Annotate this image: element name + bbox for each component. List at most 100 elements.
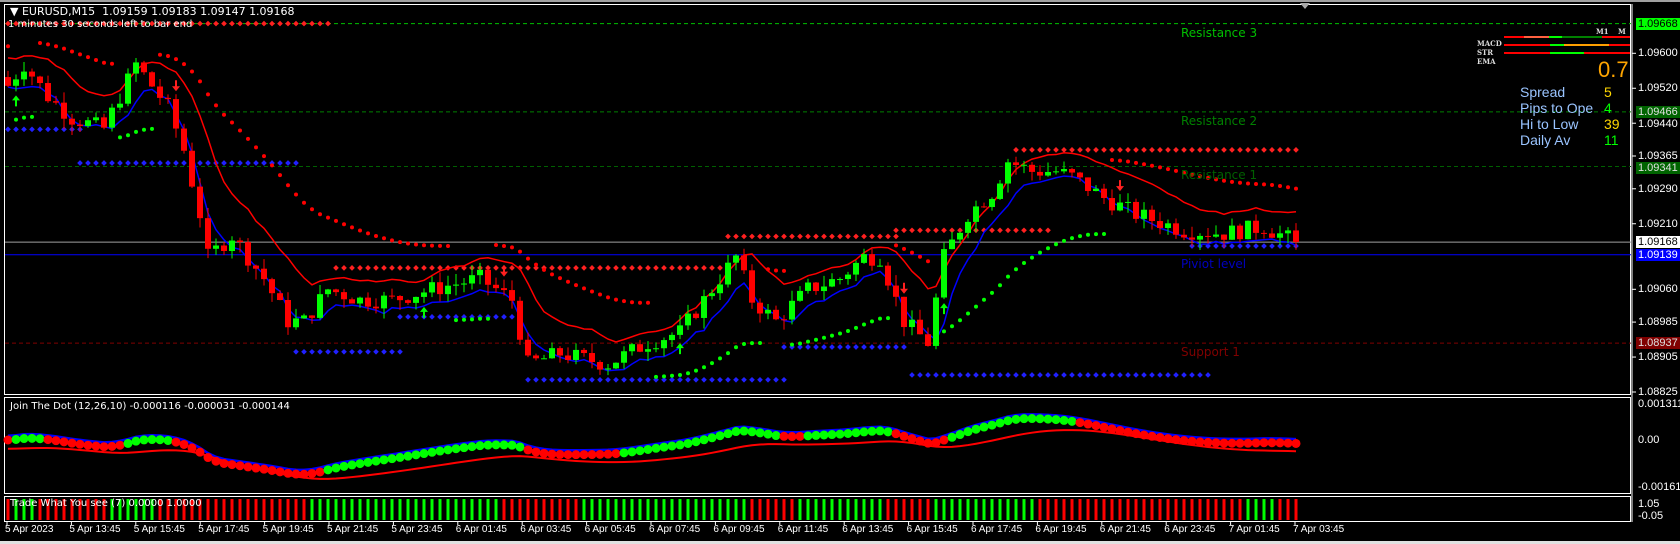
- resistance-dot: [397, 265, 403, 271]
- tw-bar: [414, 499, 418, 520]
- candle-body: [661, 340, 667, 349]
- macd-dot: [187, 443, 197, 453]
- trail-dot-red: [1166, 167, 1170, 172]
- candle-body: [917, 319, 923, 335]
- macd-dot: [1243, 438, 1253, 448]
- trail-dot-green: [1006, 274, 1010, 279]
- support-dot: [245, 160, 251, 166]
- candle-body: [293, 318, 299, 328]
- join-the-dot-pane[interactable]: [4, 397, 1631, 494]
- support-dot: [293, 160, 299, 166]
- candle-body: [997, 183, 1003, 199]
- level-label-4: Support 1: [1181, 345, 1240, 360]
- tw-bar: [838, 499, 842, 520]
- trail-dot-red: [1142, 162, 1146, 167]
- candle-body: [1173, 223, 1179, 235]
- tw-bar: [110, 499, 114, 520]
- chart-shift-marker-icon[interactable]: [1300, 3, 1310, 9]
- trail-dot-red: [1190, 172, 1194, 177]
- macd-dot: [387, 454, 397, 464]
- macd-dot: [1099, 422, 1109, 432]
- tw-bar: [430, 499, 434, 520]
- resistance-dot: [893, 227, 899, 234]
- candle-body: [877, 265, 883, 267]
- resistance-dot: [381, 265, 387, 271]
- trail-dot-red: [502, 243, 506, 248]
- macd-dot: [547, 449, 557, 459]
- resistance-dot: [389, 265, 395, 271]
- trail-dot-red: [94, 57, 98, 62]
- sell-arrow-icon: [172, 80, 180, 92]
- macd-dot: [11, 434, 21, 444]
- support-dot: [765, 376, 771, 383]
- macd-dot: [1027, 414, 1037, 424]
- trail-dot-green: [1094, 232, 1098, 237]
- resistance-dot: [557, 265, 563, 271]
- support-dot: [933, 372, 939, 378]
- macd-dot: [147, 435, 157, 445]
- tw-bar: [470, 499, 474, 520]
- resistance-dot: [1293, 147, 1299, 153]
- candle-body: [29, 71, 35, 77]
- macd-dot: [635, 446, 645, 456]
- mini-trend-bar: [1564, 44, 1609, 46]
- support-dot: [821, 344, 827, 350]
- candle-body: [565, 355, 571, 360]
- support-dot: [101, 160, 107, 166]
- support-dot: [957, 372, 963, 378]
- trail-dot-green: [454, 318, 458, 323]
- support-dot: [1029, 372, 1035, 378]
- support-dot: [53, 126, 59, 133]
- price-chart-pane[interactable]: [4, 4, 1631, 395]
- macd-dot: [395, 452, 405, 462]
- tw-bar: [558, 499, 562, 520]
- support-dot: [333, 348, 339, 355]
- resistance-dot: [1021, 147, 1027, 153]
- macd-dot: [83, 440, 93, 450]
- macd-dot: [123, 438, 133, 448]
- trail-dot-red: [398, 240, 402, 245]
- tw-bar: [1102, 499, 1106, 520]
- tw-bar: [1238, 499, 1242, 520]
- candle-body: [397, 296, 403, 301]
- triangle-down-icon[interactable]: ▼: [10, 5, 22, 18]
- resistance-dot: [805, 233, 811, 240]
- support-dot: [501, 314, 507, 320]
- macd-dot: [427, 447, 437, 457]
- tw-bar: [990, 499, 994, 520]
- tw-bar: [158, 499, 162, 520]
- trail-dot-red: [894, 243, 898, 248]
- candle-body: [925, 334, 931, 346]
- resistance-dot: [21, 20, 27, 27]
- tw-bar: [1166, 499, 1170, 520]
- tw-bar: [670, 499, 674, 520]
- candle-body: [317, 294, 323, 318]
- resistance-dot: [509, 265, 515, 271]
- candle-body: [1205, 235, 1211, 237]
- macd-dot: [907, 434, 917, 444]
- trail-dot-red: [1206, 175, 1210, 180]
- macd-dot: [939, 435, 949, 445]
- trail-dot-green: [950, 324, 954, 329]
- macd-dot: [379, 455, 389, 465]
- tw-bar: [654, 499, 658, 520]
- resistance-dot: [1125, 147, 1131, 153]
- support-dot: [1213, 243, 1219, 249]
- candle-body: [493, 284, 499, 289]
- tw-bar: [1190, 499, 1194, 520]
- dashboard-label: Hi to Low: [1520, 116, 1579, 132]
- macd-dot: [91, 441, 101, 451]
- time-axis-label: 5 Apr 17:45: [198, 524, 250, 535]
- resistance-dot: [5, 20, 11, 27]
- support-dot: [1149, 372, 1155, 378]
- support-dot: [1005, 372, 1011, 378]
- price-axis-label: 1.09210: [1638, 217, 1678, 230]
- tw-bar: [510, 499, 514, 520]
- macd-dot: [1251, 438, 1261, 448]
- candle-body: [989, 198, 995, 208]
- support-dot: [1045, 372, 1051, 378]
- support-dot: [437, 314, 443, 320]
- candle-body: [45, 83, 51, 102]
- trade-what-you-see-pane[interactable]: [4, 496, 1631, 522]
